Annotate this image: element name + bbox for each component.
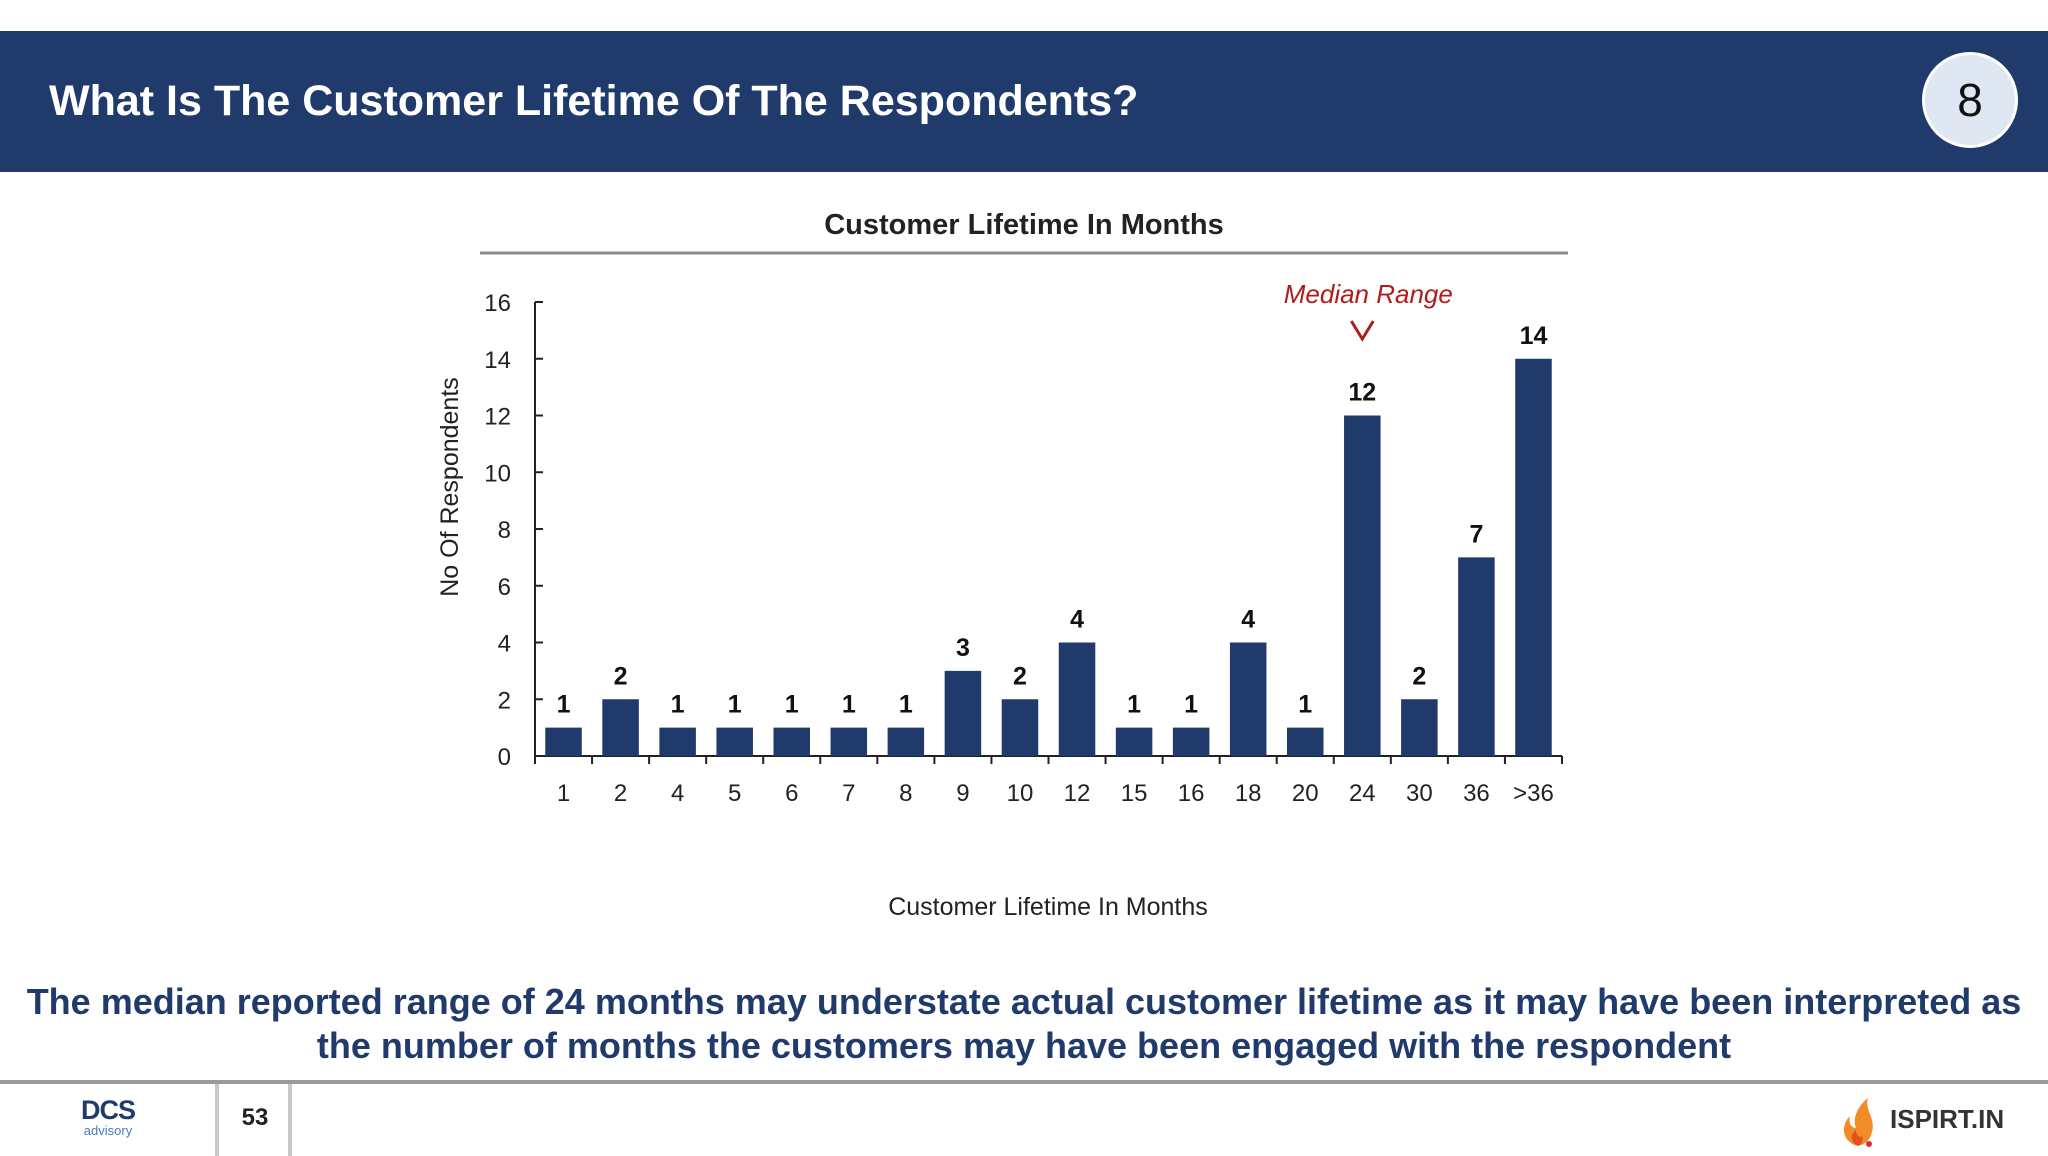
x-tick-label: 30: [1406, 780, 1433, 807]
data-label: 1: [785, 691, 799, 719]
x-tick-label: 24: [1349, 780, 1376, 807]
y-tick-label: 14: [484, 347, 511, 374]
x-tick-label: 18: [1235, 780, 1262, 807]
x-tick-label: 5: [728, 780, 741, 807]
bar: [1172, 727, 1210, 756]
x-tick-label: 1: [557, 780, 570, 807]
data-label: 1: [899, 691, 913, 719]
median-range-arrow-icon: [1350, 320, 1375, 342]
logo-main-text: DCS: [80, 1095, 136, 1125]
data-label: 1: [671, 691, 685, 719]
takeaway-line-2: the number of months the customers may h…: [316, 1025, 1732, 1066]
data-label: 1: [557, 691, 571, 719]
bar: [830, 727, 868, 756]
x-tick-label: >36: [1513, 780, 1554, 807]
page-number: 53: [241, 1104, 269, 1131]
footer-divider: [288, 1084, 292, 1156]
bar: [545, 727, 582, 756]
median-range-annotation: Median Range: [1284, 279, 1453, 342]
takeaway-text: The median reported range of 24 months m…: [20, 980, 2028, 1068]
x-tick-label: 12: [1064, 780, 1091, 807]
footer-divider: [215, 1084, 219, 1156]
x-tick-label: 4: [671, 780, 684, 807]
footer: DCS advisory 53 ISPIRT.IN: [0, 1080, 2048, 1156]
bar: [1229, 642, 1267, 756]
bar: [1001, 699, 1039, 756]
header-bar: What Is The Customer Lifetime Of The Res…: [0, 31, 2048, 172]
bar: [1401, 699, 1438, 756]
y-tick-label: 4: [498, 631, 511, 658]
bar: [1344, 415, 1381, 756]
median-range-label: Median Range: [1284, 279, 1453, 309]
bar: [887, 727, 925, 756]
data-label: 7: [1469, 520, 1483, 548]
data-label: 4: [1070, 606, 1084, 634]
x-tick-label: 8: [899, 780, 912, 807]
x-tick-label: 15: [1121, 780, 1148, 807]
y-tick-label: 16: [484, 290, 511, 317]
y-tick-label: 6: [498, 574, 511, 601]
bar: [1058, 642, 1096, 756]
chart-title: Customer Lifetime In Months: [824, 209, 1224, 241]
x-tick-label: 7: [842, 780, 855, 807]
bar-chart: Customer Lifetime In Months No Of Respon…: [436, 209, 1568, 921]
bar: [716, 727, 753, 756]
data-label: 14: [1520, 322, 1548, 350]
data-label: 1: [728, 691, 742, 719]
takeaway-line-1: The median reported range of 24 months m…: [26, 981, 2022, 1022]
x-axis-label: Customer Lifetime In Months: [888, 893, 1208, 921]
y-tick-label: 10: [484, 460, 511, 487]
data-label: 2: [614, 662, 628, 690]
data-label: 1: [842, 691, 856, 719]
y-tick-label: 12: [484, 404, 511, 431]
page-title: What Is The Customer Lifetime Of The Res…: [49, 77, 1139, 125]
bar: [944, 670, 982, 756]
data-label: 1: [1184, 691, 1198, 719]
x-tick-label: 2: [614, 780, 627, 807]
ispirt-logo: ISPIRT.IN: [1836, 1092, 2026, 1148]
flame-icon: [1843, 1098, 1873, 1147]
bar: [602, 699, 639, 756]
data-label: 3: [956, 634, 970, 662]
x-axis: 1 2 4 5 6 7 8 9 10 12 15 16 18 20 24 30 36 >36: [534, 755, 1563, 807]
x-tick-label: 16: [1178, 780, 1205, 807]
bar: [659, 727, 696, 756]
x-tick-label: 36: [1463, 780, 1490, 807]
y-tick-label: 8: [498, 517, 511, 544]
bar: [1115, 727, 1153, 756]
y-axis-label: No Of Respondents: [436, 377, 464, 597]
y-tick-label: 0: [498, 744, 511, 771]
brand-text: ISPIRT.IN: [1890, 1104, 2005, 1134]
y-tick-label: 2: [498, 687, 511, 714]
x-tick-label: 10: [1007, 780, 1034, 807]
data-label: 2: [1013, 662, 1027, 690]
logo-sub-text: advisory: [83, 1123, 133, 1138]
bar: [1458, 557, 1495, 756]
data-label: 1: [1127, 691, 1141, 719]
bar: [773, 727, 811, 756]
x-tick-label: 6: [785, 780, 798, 807]
data-label: 12: [1348, 379, 1376, 407]
x-tick-label: 20: [1292, 780, 1319, 807]
y-axis: 0 2 4 6 8 10 12 14 16: [484, 290, 543, 771]
data-label: 4: [1241, 606, 1255, 634]
dcs-advisory-logo: DCS advisory: [78, 1096, 138, 1138]
bar: [1286, 727, 1324, 756]
data-label: 1: [1298, 691, 1312, 719]
data-label: 2: [1412, 662, 1426, 690]
slide-number-badge: 8: [1922, 52, 2018, 148]
x-tick-label: 9: [956, 780, 969, 807]
bar: [1515, 358, 1552, 756]
